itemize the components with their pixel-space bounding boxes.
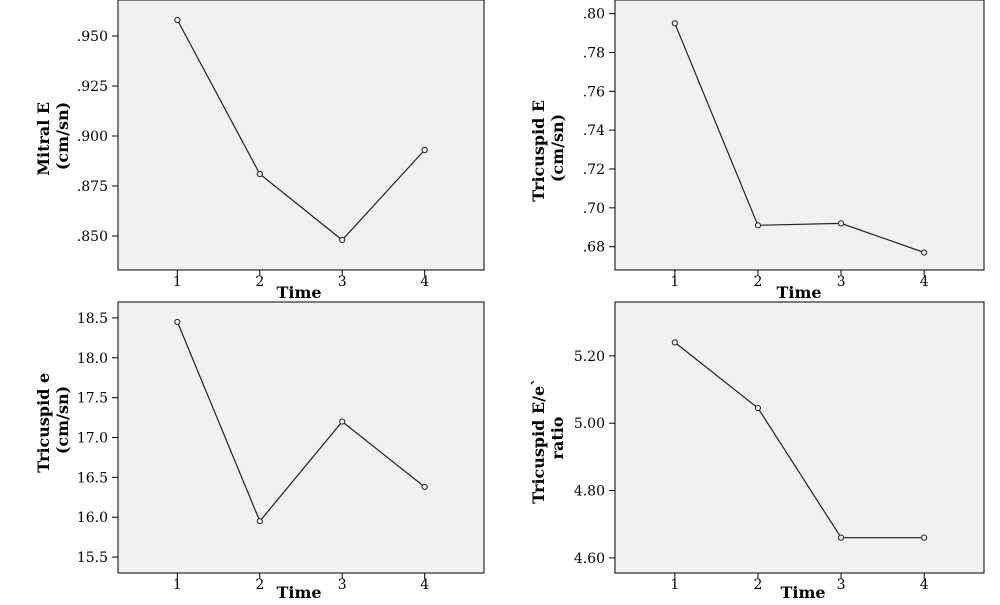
y-tick-label: .68 <box>583 240 605 256</box>
y-axis-title: Tricuspid E/e` ratio <box>529 372 567 503</box>
x-tick-label: 1 <box>173 274 182 290</box>
x-tick-label: 4 <box>420 274 429 290</box>
plot-area <box>614 0 985 271</box>
y-tick-label: .925 <box>77 79 108 95</box>
x-tick-label: 3 <box>837 577 846 593</box>
y-tick-label: 4.60 <box>574 551 605 567</box>
data-point <box>671 339 678 346</box>
y-tick-label: 15.5 <box>77 550 108 566</box>
x-axis-title: Time <box>276 583 321 602</box>
y-axis-title-line-2: (cm/sn) <box>53 386 72 454</box>
y-tick-label: 5.00 <box>574 416 605 432</box>
x-tick-label: 3 <box>338 577 347 593</box>
tricuspid-e-lower-chart: 15.5 16.0 16.5 17.0 17.5 18.0 18.5 1 2 3 4 Time T… <box>34 301 485 602</box>
data-point <box>339 236 346 244</box>
y-tick-label: 16.5 <box>77 470 108 486</box>
data-point <box>256 518 263 525</box>
y-axis: 4.60 4.80 5.00 5.20 <box>574 349 615 567</box>
series-line <box>674 341 925 539</box>
x-axis-title: Time <box>276 283 321 302</box>
y-axis: .68 .70 .72 .74 .76 .78 .80 <box>583 7 615 256</box>
y-tick-label: 18.5 <box>77 311 108 327</box>
y-axis-title-line-1: Tricuspid E <box>529 100 548 202</box>
x-axis: 1 2 3 4 <box>670 270 929 290</box>
x-axis: 1 2 3 4 <box>173 573 429 593</box>
x-tick-label: 3 <box>837 274 846 290</box>
x-tick-label: 3 <box>338 274 347 290</box>
y-tick-label: 17.5 <box>77 391 108 407</box>
data-point <box>754 222 762 229</box>
x-axis-title: Time <box>780 583 825 602</box>
series-points <box>174 318 428 525</box>
series-points <box>671 20 928 256</box>
y-tick-label: .950 <box>77 29 108 45</box>
plot-area <box>117 0 485 271</box>
y-tick-label: 4.80 <box>574 484 605 500</box>
x-axis-title: Time <box>776 283 821 302</box>
x-tick-label: 4 <box>420 577 429 593</box>
x-tick-label: 2 <box>753 577 762 593</box>
y-axis-title-line-1: Mitral E <box>34 102 53 176</box>
series-points <box>671 339 928 541</box>
x-tick-label: 1 <box>670 274 679 290</box>
y-tick-label: .70 <box>583 201 605 217</box>
x-tick-label: 1 <box>173 577 182 593</box>
x-axis: 1 2 3 4 <box>173 270 429 290</box>
y-tick-label: 5.20 <box>574 349 605 365</box>
series-points <box>174 16 428 244</box>
data-point <box>671 20 678 27</box>
y-axis-title: Tricuspid E (cm/sn) <box>529 94 567 201</box>
tricuspid-ratio-chart: 4.60 4.80 5.00 5.20 1 2 3 4 Time Tricuspid E/e… <box>529 301 985 602</box>
series-line <box>176 321 425 523</box>
data-point <box>174 318 181 326</box>
x-tick-label: 2 <box>753 274 762 290</box>
y-axis-title-line-1: Tricuspid e <box>34 373 53 473</box>
y-tick-label: .72 <box>583 162 605 178</box>
y-tick-label: .900 <box>77 129 108 145</box>
y-tick-label: .80 <box>583 7 605 23</box>
y-tick-label: .875 <box>77 179 108 195</box>
mitral-e-chart: .850 .875 .900 .925 .950 1 2 3 4 Time Mitral E … <box>34 0 485 302</box>
data-point <box>256 170 263 178</box>
x-tick-label: 4 <box>920 274 929 290</box>
y-tick-label: .78 <box>583 45 605 61</box>
x-tick-label: 2 <box>255 577 264 593</box>
data-point <box>837 220 845 227</box>
series-line <box>176 19 426 241</box>
data-point <box>421 146 428 154</box>
y-tick-label: 17.0 <box>77 431 108 447</box>
y-tick-label: .74 <box>583 123 605 139</box>
y-axis-title-line-1: Tricuspid E/e` <box>529 378 548 504</box>
y-tick-label: 18.0 <box>77 351 108 367</box>
x-tick-label: 1 <box>670 577 679 593</box>
series-line <box>674 23 925 254</box>
y-axis-title-line-2: (cm/sn) <box>53 102 72 170</box>
data-point <box>921 534 928 541</box>
data-point <box>174 16 181 24</box>
y-axis-title-line-2: (cm/sn) <box>548 114 567 182</box>
y-tick-label: .76 <box>583 84 605 100</box>
data-point <box>421 483 428 491</box>
y-axis-title: Mitral E (cm/sn) <box>34 96 72 175</box>
data-point <box>339 418 346 425</box>
data-point <box>837 534 845 541</box>
y-tick-label: .850 <box>77 229 108 245</box>
data-point <box>921 249 928 256</box>
y-axis: 15.5 16.0 16.5 17.0 17.5 18.0 18.5 <box>77 311 118 566</box>
data-point <box>754 404 762 412</box>
y-axis: .850 .875 .900 .925 .950 <box>77 29 118 245</box>
x-tick-label: 4 <box>920 577 929 593</box>
y-axis-title: Tricuspid e (cm/sn) <box>34 367 72 472</box>
y-tick-label: 16.0 <box>77 510 108 526</box>
y-axis-title-line-2: ratio <box>548 416 567 459</box>
plot-area <box>614 301 985 574</box>
tricuspid-e-chart: .68 .70 .72 .74 .76 .78 .80 1 2 3 4 Time Tricuspi… <box>529 0 985 302</box>
x-tick-label: 2 <box>255 274 264 290</box>
plot-area <box>117 301 485 574</box>
x-axis: 1 2 3 4 <box>670 573 929 593</box>
